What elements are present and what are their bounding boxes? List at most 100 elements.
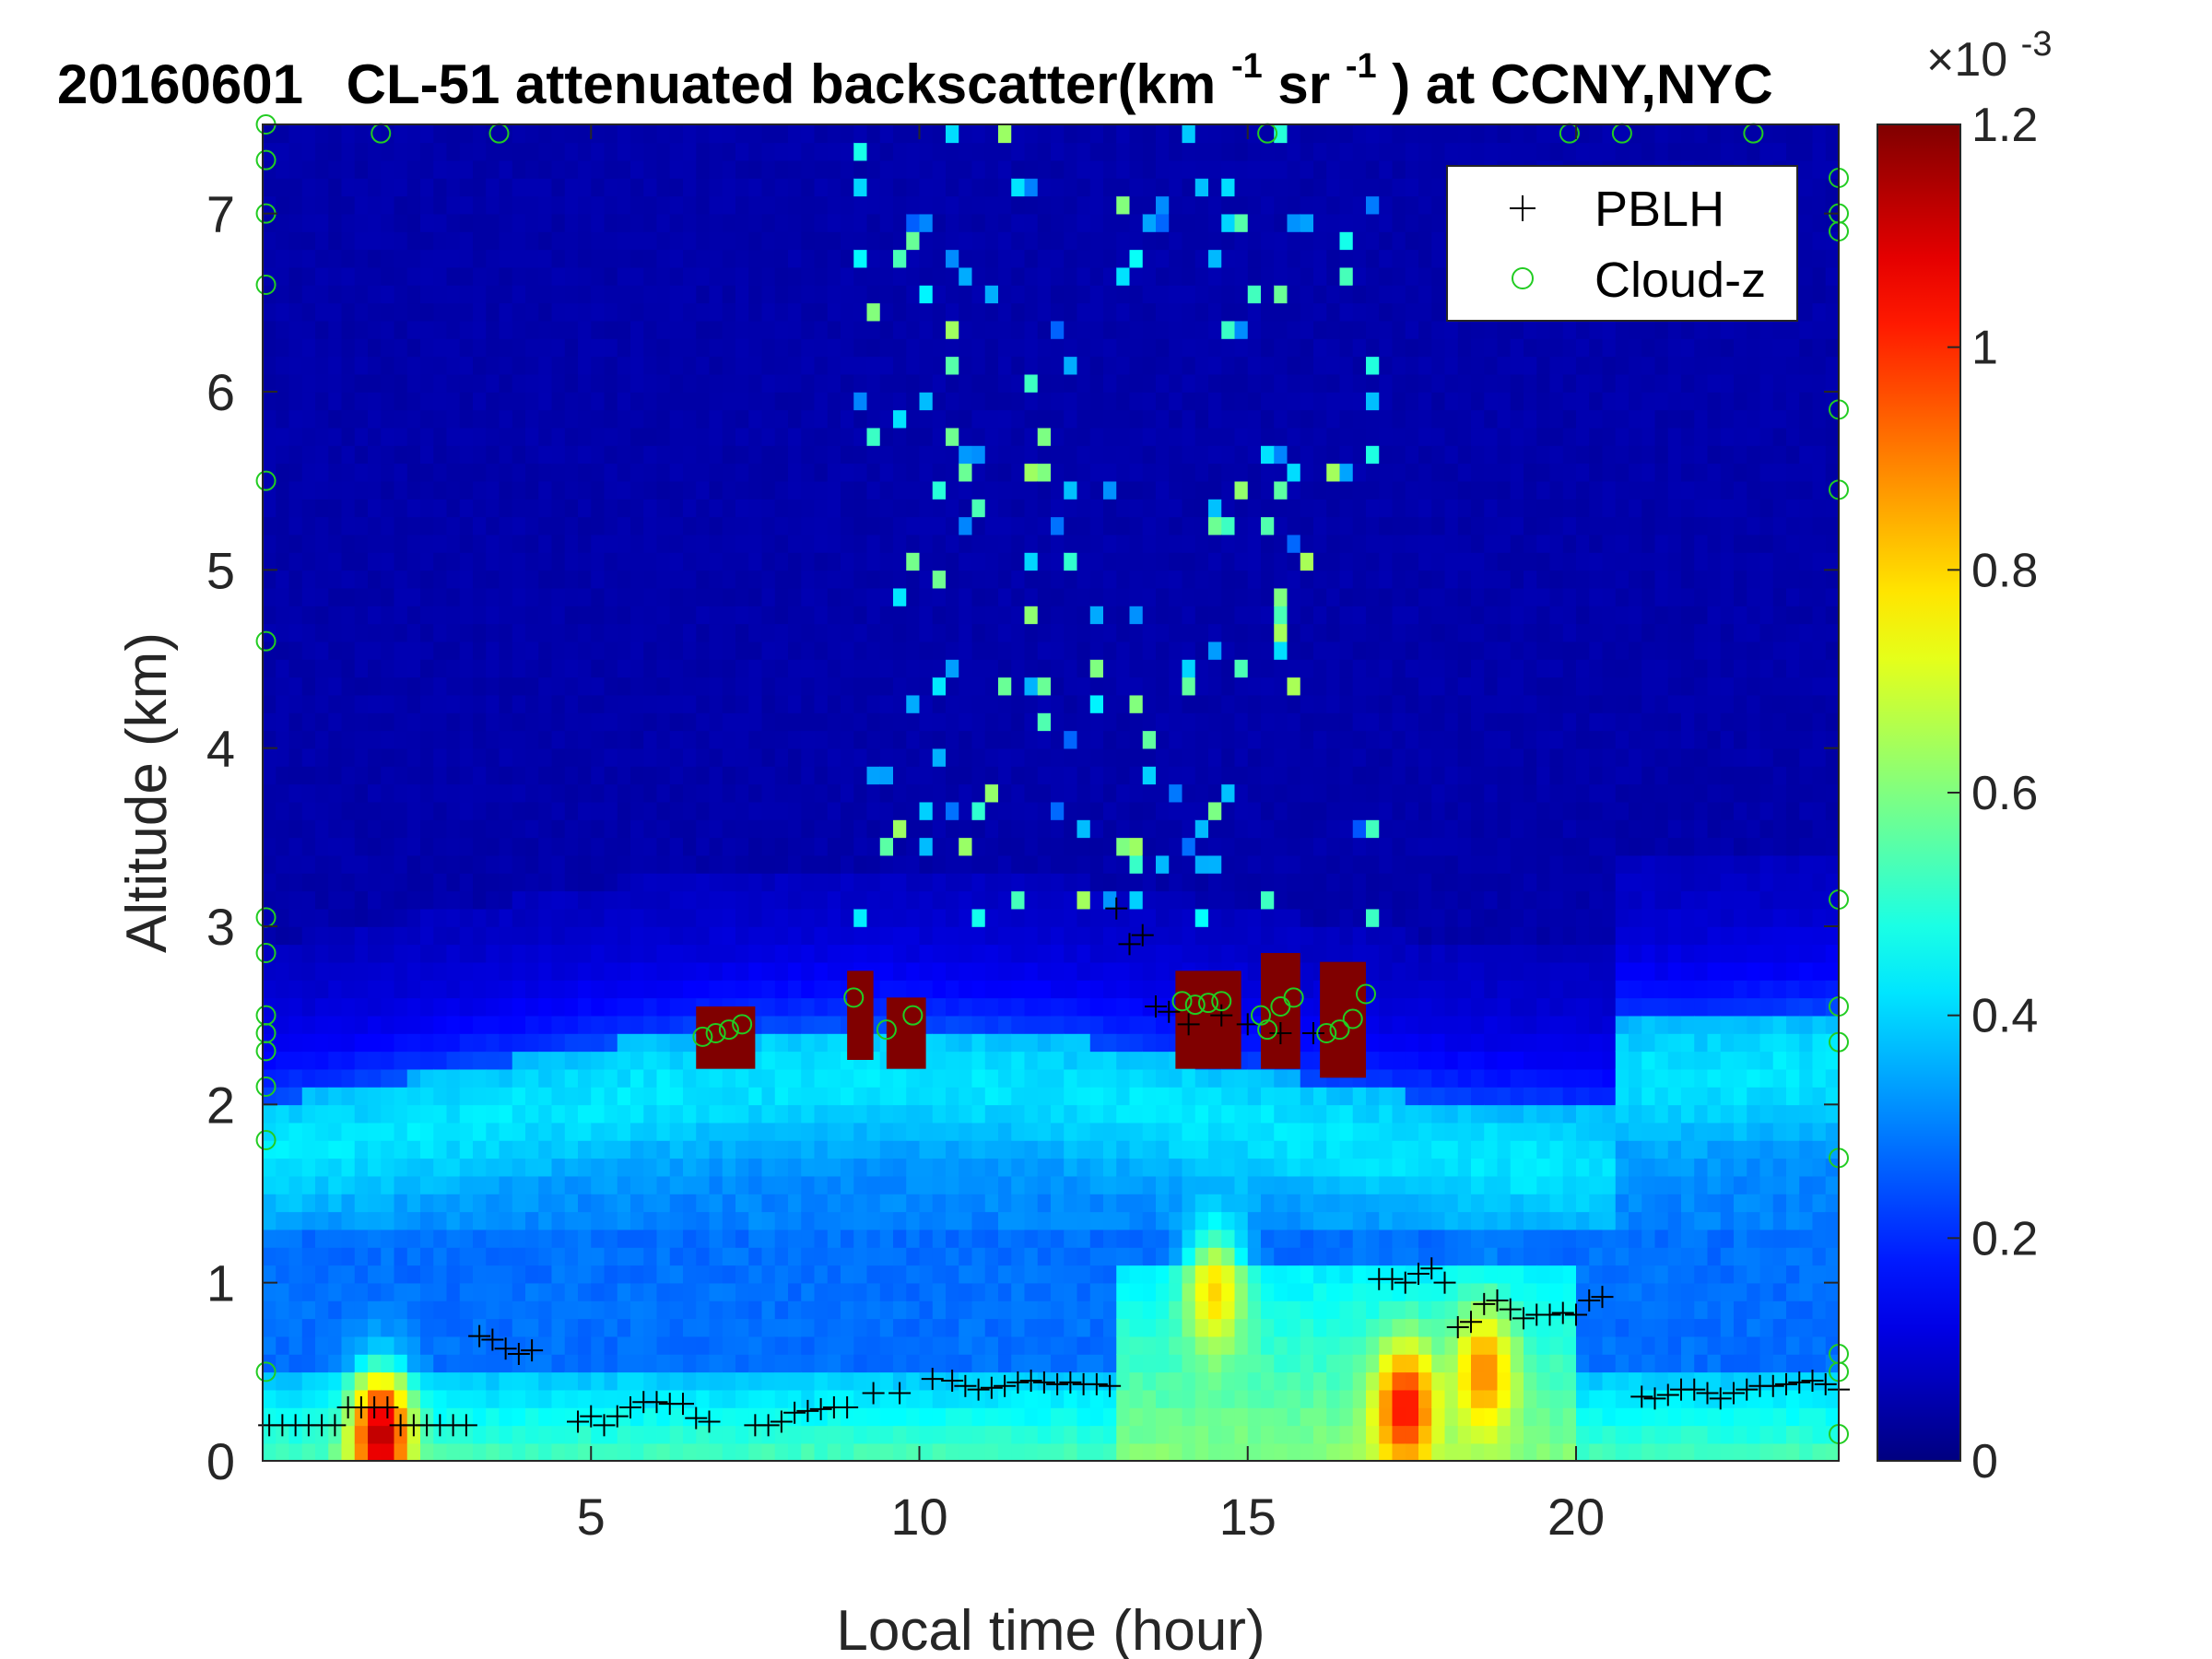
heatmap-cell — [459, 1282, 474, 1301]
heatmap-cell — [1011, 1051, 1026, 1070]
heatmap-cell — [669, 516, 684, 535]
heatmap-cell — [722, 1407, 736, 1427]
heatmap-cell — [301, 302, 316, 322]
heatmap-cell — [709, 427, 724, 446]
heatmap-cell — [801, 623, 816, 642]
heatmap-cell — [394, 944, 408, 963]
heatmap-cell — [998, 1140, 1013, 1159]
heatmap-cell — [406, 961, 421, 981]
heatmap-cell — [551, 409, 566, 429]
heatmap-cell — [525, 445, 540, 465]
heatmap-cell — [276, 1068, 290, 1088]
heatmap-cell — [538, 1175, 553, 1194]
heatmap-cell — [630, 890, 645, 910]
heatmap-cell — [788, 783, 803, 803]
heatmap-cell — [971, 783, 986, 803]
heatmap-cell — [341, 1122, 356, 1141]
heatmap-cell — [959, 801, 973, 820]
heatmap-cell — [328, 124, 343, 125]
heatmap-cell — [893, 195, 908, 215]
heatmap-cell — [774, 302, 789, 322]
heatmap-cell — [1089, 944, 1104, 963]
heatmap-cell — [866, 712, 881, 732]
heatmap-cell — [354, 819, 369, 839]
heatmap-cell — [1011, 320, 1026, 339]
heatmap-cell — [394, 338, 408, 358]
heatmap-cell — [1024, 499, 1039, 518]
heatmap-cell — [328, 516, 343, 535]
heatmap-cell — [735, 213, 750, 232]
heatmap-cell — [1011, 356, 1026, 375]
heatmap-cell — [406, 178, 421, 197]
heatmap-cell — [328, 712, 343, 732]
heatmap-cell — [788, 1247, 803, 1266]
heatmap-cell — [709, 463, 724, 482]
heatmap-cell — [643, 570, 658, 589]
heatmap-cell — [1077, 606, 1091, 625]
heatmap-cell — [683, 1194, 698, 1213]
heatmap-cell — [722, 231, 736, 251]
heatmap-cell — [906, 1265, 921, 1284]
heatmap-cell — [971, 213, 986, 232]
heatmap-cell — [328, 195, 343, 215]
heatmap-cell — [919, 499, 934, 518]
heatmap-cell — [906, 142, 921, 161]
heatmap-cell — [617, 249, 631, 268]
heatmap-cell — [341, 712, 356, 732]
heatmap-cell — [879, 159, 894, 179]
heatmap-cell — [512, 1318, 526, 1337]
heatmap-cell — [735, 427, 750, 446]
heatmap-cell — [774, 1158, 789, 1177]
heatmap-cell — [761, 1354, 776, 1373]
heatmap-cell — [722, 266, 736, 286]
heatmap-cell — [591, 266, 606, 286]
heatmap-cell — [971, 1087, 986, 1106]
heatmap-cell — [1024, 516, 1039, 535]
heatmap-cell — [1051, 783, 1065, 803]
heatmap-cell — [499, 1140, 513, 1159]
heatmap-cell — [617, 1300, 631, 1320]
heatmap-cell — [564, 873, 579, 892]
heatmap-cell — [433, 195, 448, 215]
heatmap-cell — [1116, 587, 1131, 606]
heatmap-cell — [486, 266, 500, 286]
heatmap-cell — [748, 908, 763, 927]
heatmap-cell — [1011, 373, 1026, 393]
heatmap-cell — [368, 677, 382, 696]
heatmap-cell — [801, 1122, 816, 1141]
heatmap-cell — [578, 480, 593, 500]
heatmap-cell — [1103, 1229, 1118, 1248]
heatmap-cell — [486, 499, 500, 518]
heatmap-cell — [1089, 266, 1104, 286]
heatmap-cell — [946, 783, 960, 803]
heatmap-cell — [643, 873, 658, 892]
heatmap-cell — [1077, 997, 1091, 1017]
heatmap-cell — [932, 766, 947, 785]
heatmap-cell — [381, 659, 395, 678]
heatmap-cell — [578, 890, 593, 910]
heatmap-cell — [276, 159, 290, 179]
heatmap-cell — [722, 1247, 736, 1266]
heatmap-cell — [525, 873, 540, 892]
heatmap-cell — [1116, 1354, 1131, 1373]
heatmap-cell — [643, 1122, 658, 1141]
heatmap-cell — [788, 516, 803, 535]
heatmap-cell — [1051, 1033, 1065, 1053]
heatmap-cell — [512, 1158, 526, 1177]
heatmap-cell — [288, 730, 303, 749]
heatmap-cell — [866, 320, 881, 339]
heatmap-cell — [814, 1282, 829, 1301]
heatmap-cell — [525, 694, 540, 713]
heatmap-cell — [276, 1442, 290, 1461]
heatmap-cell — [604, 837, 618, 856]
heatmap-cell — [328, 944, 343, 963]
heatmap-cell — [643, 837, 658, 856]
heatmap-cell — [774, 783, 789, 803]
heatmap-cell — [722, 873, 736, 892]
heatmap-cell — [814, 890, 829, 910]
heatmap-cell — [301, 1442, 316, 1461]
heatmap-cell — [328, 1122, 343, 1141]
heatmap-cell — [709, 890, 724, 910]
heatmap-cell — [827, 231, 841, 251]
heatmap-cell — [1064, 1140, 1078, 1159]
